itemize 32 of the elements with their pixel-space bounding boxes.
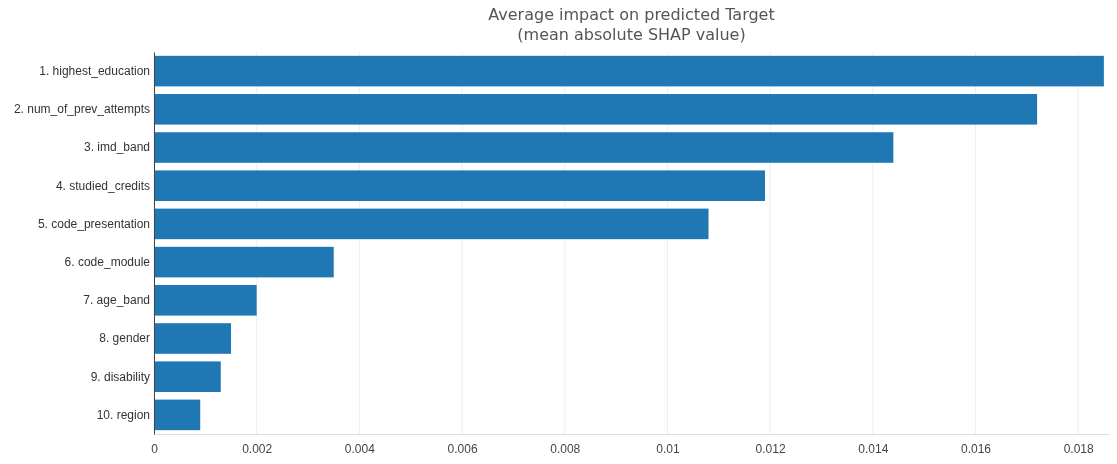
x-tick-label: 0.004 <box>344 441 376 456</box>
x-tick-label: 0.014 <box>858 441 889 456</box>
chart-subtitle: (mean absolute SHAP value) <box>517 25 746 44</box>
bar <box>154 323 232 354</box>
bar <box>154 94 1038 125</box>
bar <box>154 285 257 316</box>
x-tick-label: 0 <box>151 441 159 456</box>
y-tick-label: 8. gender <box>99 331 150 346</box>
y-tick-label: 9. disability <box>90 369 150 384</box>
x-tick-label: 0.016 <box>960 441 992 456</box>
x-tick-label: 0.006 <box>447 441 478 456</box>
y-tick-label: 3. imd_band <box>83 140 150 155</box>
y-tick-label: 4. studied_credits <box>55 178 150 193</box>
x-tick-label: 0.018 <box>1063 441 1095 456</box>
bar <box>154 361 221 392</box>
bar <box>154 399 201 431</box>
x-tick-label: 0.01 <box>656 441 680 456</box>
bar <box>154 246 334 278</box>
y-tick-label: 6. code_module <box>64 254 151 269</box>
y-tick-label: 10. region <box>96 407 150 422</box>
x-tick-label: 0.002 <box>242 441 273 456</box>
bar <box>154 170 765 201</box>
y-tick-label: 2. num_of_prev_attempts <box>13 102 150 117</box>
x-tick-label: 0.012 <box>755 441 786 456</box>
x-tick-label: 0.008 <box>550 441 581 456</box>
bar <box>154 208 709 240</box>
chart-title: Average impact on predicted Target <box>488 5 775 24</box>
y-tick-label: 7. age_band <box>83 293 150 308</box>
y-tick-label: 1. highest_education <box>39 63 150 78</box>
y-tick-label: 5. code_presentation <box>37 216 150 231</box>
bar <box>154 55 1104 87</box>
bar <box>154 132 894 163</box>
